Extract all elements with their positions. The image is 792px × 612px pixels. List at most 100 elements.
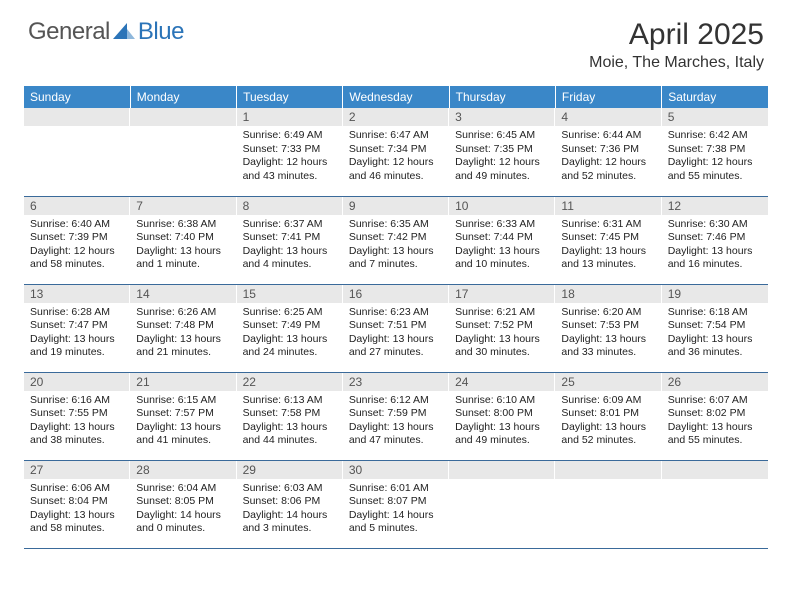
sunrise-text: Sunrise: 6:38 AM (136, 218, 230, 232)
sunset-text: Sunset: 7:47 PM (30, 319, 124, 333)
daylight-text: Daylight: 12 hours and 58 minutes. (30, 245, 124, 272)
day-number (662, 461, 768, 479)
sunrise-text: Sunrise: 6:10 AM (455, 394, 549, 408)
day-details: Sunrise: 6:38 AMSunset: 7:40 PMDaylight:… (130, 215, 236, 276)
weekday-header: Sunday (24, 86, 130, 108)
sunrise-text: Sunrise: 6:20 AM (561, 306, 655, 320)
sunset-text: Sunset: 7:35 PM (455, 143, 549, 157)
daylight-text: Daylight: 13 hours and 33 minutes. (561, 333, 655, 360)
day-number: 2 (343, 108, 449, 126)
day-number: 4 (555, 108, 661, 126)
daylight-text: Daylight: 13 hours and 7 minutes. (349, 245, 443, 272)
logo-text-general: General (28, 18, 110, 46)
sunset-text: Sunset: 7:48 PM (136, 319, 230, 333)
calendar-day-cell: 21Sunrise: 6:15 AMSunset: 7:57 PMDayligh… (130, 372, 236, 460)
sunset-text: Sunset: 8:00 PM (455, 407, 549, 421)
sunrise-text: Sunrise: 6:28 AM (30, 306, 124, 320)
calendar-day-cell: 18Sunrise: 6:20 AMSunset: 7:53 PMDayligh… (555, 284, 661, 372)
day-details: Sunrise: 6:03 AMSunset: 8:06 PMDaylight:… (237, 479, 343, 540)
day-number (130, 108, 236, 126)
day-number: 29 (237, 461, 343, 479)
weekday-header: Tuesday (237, 86, 343, 108)
day-details (449, 479, 555, 539)
sunrise-text: Sunrise: 6:26 AM (136, 306, 230, 320)
calendar-day-cell: 3Sunrise: 6:45 AMSunset: 7:35 PMDaylight… (449, 108, 555, 196)
day-number (555, 461, 661, 479)
sunrise-text: Sunrise: 6:30 AM (668, 218, 762, 232)
daylight-text: Daylight: 12 hours and 52 minutes. (561, 156, 655, 183)
logo-triangle-icon (113, 21, 135, 44)
sunrise-text: Sunrise: 6:15 AM (136, 394, 230, 408)
sunset-text: Sunset: 8:04 PM (30, 495, 124, 509)
calendar-week-row: 20Sunrise: 6:16 AMSunset: 7:55 PMDayligh… (24, 372, 768, 460)
sunset-text: Sunset: 8:07 PM (349, 495, 443, 509)
sunset-text: Sunset: 7:44 PM (455, 231, 549, 245)
calendar-day-cell: 24Sunrise: 6:10 AMSunset: 8:00 PMDayligh… (449, 372, 555, 460)
daylight-text: Daylight: 13 hours and 30 minutes. (455, 333, 549, 360)
sunset-text: Sunset: 7:53 PM (561, 319, 655, 333)
sunrise-text: Sunrise: 6:42 AM (668, 129, 762, 143)
daylight-text: Daylight: 13 hours and 38 minutes. (30, 421, 124, 448)
day-number: 12 (662, 197, 768, 215)
day-details: Sunrise: 6:49 AMSunset: 7:33 PMDaylight:… (237, 126, 343, 187)
calendar-day-cell: 4Sunrise: 6:44 AMSunset: 7:36 PMDaylight… (555, 108, 661, 196)
day-number: 3 (449, 108, 555, 126)
day-details (24, 126, 130, 186)
calendar-day-cell: 9Sunrise: 6:35 AMSunset: 7:42 PMDaylight… (343, 196, 449, 284)
day-number: 23 (343, 373, 449, 391)
day-number: 7 (130, 197, 236, 215)
sunrise-text: Sunrise: 6:09 AM (561, 394, 655, 408)
day-number: 10 (449, 197, 555, 215)
weekday-header: Monday (130, 86, 236, 108)
weekday-header-row: Sunday Monday Tuesday Wednesday Thursday… (24, 86, 768, 108)
day-details: Sunrise: 6:15 AMSunset: 7:57 PMDaylight:… (130, 391, 236, 452)
weekday-header: Thursday (449, 86, 555, 108)
day-number: 1 (237, 108, 343, 126)
sunrise-text: Sunrise: 6:03 AM (243, 482, 337, 496)
day-details: Sunrise: 6:31 AMSunset: 7:45 PMDaylight:… (555, 215, 661, 276)
sunset-text: Sunset: 7:46 PM (668, 231, 762, 245)
day-details (662, 479, 768, 539)
sunset-text: Sunset: 7:51 PM (349, 319, 443, 333)
daylight-text: Daylight: 13 hours and 49 minutes. (455, 421, 549, 448)
sunset-text: Sunset: 7:58 PM (243, 407, 337, 421)
sunset-text: Sunset: 7:49 PM (243, 319, 337, 333)
sunrise-text: Sunrise: 6:33 AM (455, 218, 549, 232)
calendar-day-cell: 6Sunrise: 6:40 AMSunset: 7:39 PMDaylight… (24, 196, 130, 284)
day-details: Sunrise: 6:42 AMSunset: 7:38 PMDaylight:… (662, 126, 768, 187)
calendar-day-cell: 22Sunrise: 6:13 AMSunset: 7:58 PMDayligh… (237, 372, 343, 460)
day-details: Sunrise: 6:09 AMSunset: 8:01 PMDaylight:… (555, 391, 661, 452)
sunrise-text: Sunrise: 6:45 AM (455, 129, 549, 143)
daylight-text: Daylight: 13 hours and 41 minutes. (136, 421, 230, 448)
day-number: 22 (237, 373, 343, 391)
sunset-text: Sunset: 7:38 PM (668, 143, 762, 157)
calendar-week-row: 1Sunrise: 6:49 AMSunset: 7:33 PMDaylight… (24, 108, 768, 196)
day-details: Sunrise: 6:12 AMSunset: 7:59 PMDaylight:… (343, 391, 449, 452)
header: General Blue April 2025 Moie, The Marche… (0, 0, 792, 80)
daylight-text: Daylight: 13 hours and 4 minutes. (243, 245, 337, 272)
sunset-text: Sunset: 7:54 PM (668, 319, 762, 333)
weekday-header: Friday (555, 86, 661, 108)
sunset-text: Sunset: 7:36 PM (561, 143, 655, 157)
daylight-text: Daylight: 12 hours and 43 minutes. (243, 156, 337, 183)
calendar-day-cell: 28Sunrise: 6:04 AMSunset: 8:05 PMDayligh… (130, 460, 236, 548)
day-number: 8 (237, 197, 343, 215)
sunrise-text: Sunrise: 6:18 AM (668, 306, 762, 320)
daylight-text: Daylight: 12 hours and 55 minutes. (668, 156, 762, 183)
day-details: Sunrise: 6:06 AMSunset: 8:04 PMDaylight:… (24, 479, 130, 540)
sunrise-text: Sunrise: 6:23 AM (349, 306, 443, 320)
day-details: Sunrise: 6:01 AMSunset: 8:07 PMDaylight:… (343, 479, 449, 540)
logo-text-blue: Blue (138, 18, 184, 46)
sunrise-text: Sunrise: 6:40 AM (30, 218, 124, 232)
day-details (130, 126, 236, 186)
sunset-text: Sunset: 7:34 PM (349, 143, 443, 157)
day-number: 17 (449, 285, 555, 303)
day-details: Sunrise: 6:26 AMSunset: 7:48 PMDaylight:… (130, 303, 236, 364)
day-number: 11 (555, 197, 661, 215)
daylight-text: Daylight: 13 hours and 52 minutes. (561, 421, 655, 448)
calendar-day-cell (662, 460, 768, 548)
daylight-text: Daylight: 13 hours and 58 minutes. (30, 509, 124, 536)
daylight-text: Daylight: 13 hours and 21 minutes. (136, 333, 230, 360)
daylight-text: Daylight: 13 hours and 44 minutes. (243, 421, 337, 448)
weekday-header: Wednesday (343, 86, 449, 108)
